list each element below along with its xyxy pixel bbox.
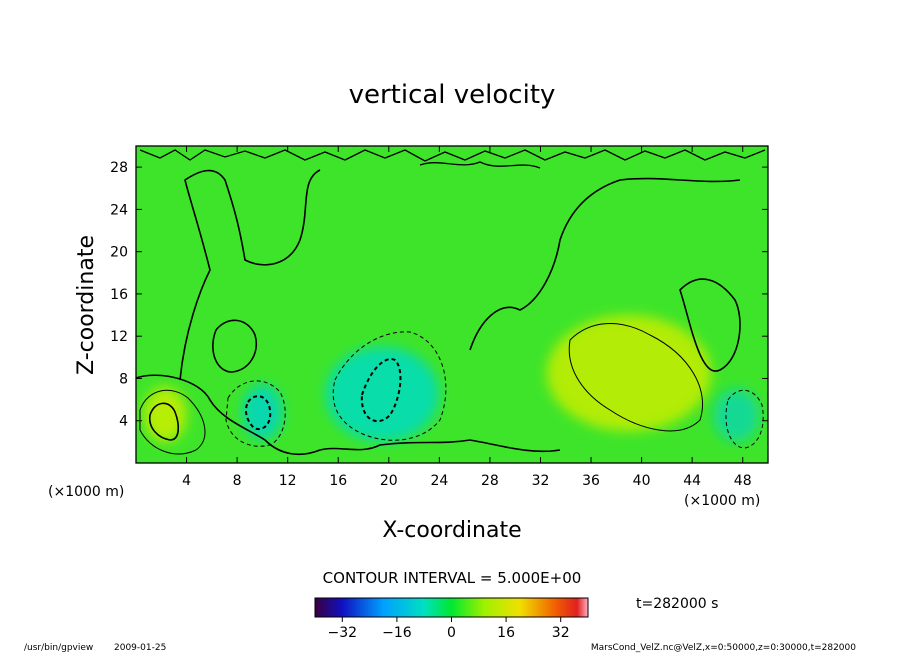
plot-frame: [135, 145, 769, 464]
x-tick-label: 40: [633, 473, 651, 489]
contour-zero-center: [469, 177, 741, 351]
y-axis-label: Z-coordinate: [74, 235, 99, 375]
contour-positive-right: [568, 323, 704, 432]
x-axis-label: X-coordinate: [382, 518, 521, 543]
contour-lines: [136, 149, 766, 456]
time-label: t=282000 s: [636, 596, 718, 612]
y-tick-label: 4: [119, 414, 128, 430]
contour-zero-right: [679, 278, 741, 372]
x-tick-label: 12: [279, 473, 297, 489]
footer-program: /usr/bin/gpview: [24, 643, 93, 653]
y-tick-label: 16: [110, 287, 128, 303]
footer-date: 2009-01-25: [114, 643, 166, 653]
x-tick-label: 28: [481, 473, 499, 489]
contour-zero-left-loop: [212, 319, 257, 373]
chart-title: vertical velocity: [349, 80, 556, 110]
x-tick-label: 8: [233, 473, 242, 489]
colorbar-tick-label: 0: [447, 625, 456, 641]
x-tick-label: 20: [380, 473, 398, 489]
contour-negative-center-inner: [360, 358, 402, 422]
contour-negative-right: [725, 390, 764, 449]
colorbar-tick-label: −32: [328, 625, 358, 641]
colorbar-tick-label: −16: [382, 625, 412, 641]
contour-noise-top-2: [419, 161, 541, 169]
field-downdraft-2: [325, 346, 440, 442]
footer-source: MarsCond_VelZ.nc@VelZ,x=0:50000,z=0:3000…: [591, 643, 856, 653]
x-tick-label: 48: [734, 473, 752, 489]
colorbar-tick-label: 32: [552, 625, 570, 641]
field-updraft-1: [546, 315, 712, 432]
x-tick-label: 24: [430, 473, 448, 489]
contour-zero-left: [136, 374, 561, 456]
field-downdraft-3: [242, 384, 283, 440]
y-axis-ticks: 4 8 12 16 20 24 28: [110, 160, 768, 430]
x-tick-label: 16: [329, 473, 347, 489]
contour-interval: CONTOUR INTERVAL = 5.000E+00: [323, 569, 582, 587]
x-tick-label: 44: [683, 473, 701, 489]
y-tick-label: 20: [110, 245, 128, 261]
contour-positive-left-inner: [148, 402, 180, 441]
colorbar: −32 −16 0 16 32: [314, 597, 589, 641]
contour-zero-upper: [179, 169, 321, 381]
x-unit-right: (×1000 m): [684, 493, 760, 509]
x-tick-label: 4: [182, 473, 191, 489]
contour-positive-left: [139, 389, 206, 455]
plot-area: [135, 145, 769, 464]
y-tick-label: 24: [110, 202, 128, 218]
field-updraft-0: [143, 386, 187, 442]
x-unit-left: (×1000 m): [48, 484, 124, 500]
contour-negative-left-inner: [245, 395, 272, 430]
contour-noise-top: [139, 149, 766, 162]
colorbar-tick-label: 16: [497, 625, 515, 641]
x-tick-label: 36: [582, 473, 600, 489]
contour-negative-center: [332, 331, 447, 441]
x-tick-label: 32: [532, 473, 550, 489]
colorbar-bar: [314, 597, 589, 618]
contour-negative-left: [225, 380, 286, 447]
y-tick-label: 8: [119, 371, 128, 387]
y-tick-label: 12: [110, 329, 128, 345]
colorbar-ticks: −32 −16 0 16 32: [328, 617, 570, 641]
x-axis-ticks: 4 8 12 16 20 24 28 32 36 40 44 48: [182, 146, 752, 489]
field-downdraft-4: [713, 389, 760, 442]
y-tick-label: 28: [110, 160, 128, 176]
field-features: [143, 315, 760, 442]
